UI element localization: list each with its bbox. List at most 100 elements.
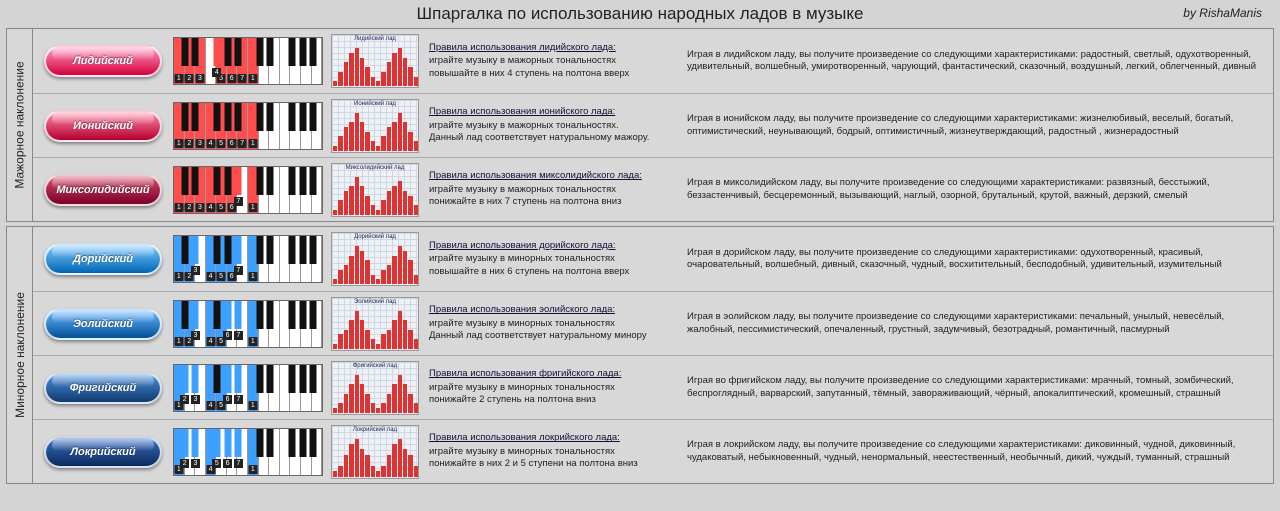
- degree-label: 1: [174, 337, 183, 346]
- mode-row: Фригийский14512367Фригийский ладПравила …: [33, 355, 1273, 419]
- description: Играя в лидийском ладу, вы получите прои…: [685, 49, 1269, 74]
- black-key: 3: [192, 365, 199, 393]
- description: Играя в дорийском ладу, вы получите прои…: [685, 247, 1269, 272]
- black-key: 7: [235, 301, 242, 329]
- chart-title: Дорийский лад: [332, 234, 418, 240]
- rule-title: Правила использования локрийского лада:: [429, 432, 679, 444]
- black-key: 7: [235, 429, 242, 457]
- rule-line: играйте музыку в мажорных тональностях: [429, 184, 679, 196]
- degree-label: 1: [174, 139, 183, 148]
- rules-block: Правила использования ионийского лада:иг…: [423, 106, 685, 144]
- chart-bar: [360, 58, 364, 87]
- mode-pill-wrap: Фригийский: [37, 372, 169, 404]
- black-key: [299, 103, 306, 131]
- chart-title: Лидийский лад: [332, 36, 418, 42]
- chart-bar: [338, 136, 342, 150]
- mode-row: Эолийский12451367Эолийский ладПравила ис…: [33, 291, 1273, 355]
- mode-pill[interactable]: Фригийский: [44, 372, 162, 404]
- black-key: [310, 429, 317, 457]
- chart-bar: [344, 330, 348, 349]
- description: Играя во фригийском ладу, вы получите пр…: [685, 375, 1269, 400]
- mode-pill[interactable]: Дорийский: [44, 243, 162, 275]
- rules-block: Правила использования миксолидийского ла…: [423, 170, 685, 208]
- black-key: [181, 236, 188, 264]
- chart-bar: [398, 181, 402, 214]
- chart-bar: [414, 77, 418, 87]
- mode-chart: Фригийский лад: [331, 361, 419, 415]
- chart-bar: [387, 191, 391, 215]
- degree-label: 7: [234, 395, 243, 404]
- chart-bar: [371, 403, 375, 413]
- degree-label: 2: [185, 74, 194, 83]
- chart-bar: [414, 275, 418, 285]
- rule-title: Правила использования ионийского лада:: [429, 106, 679, 118]
- black-key: 3: [192, 429, 199, 457]
- keyboard-wrap: 12356714: [169, 37, 327, 85]
- keyboard: 14123567: [173, 428, 323, 476]
- black-key: [256, 38, 263, 66]
- mode-pill[interactable]: Ионийский: [44, 110, 162, 142]
- degree-label: 7: [238, 139, 247, 148]
- chart-bar: [371, 466, 375, 477]
- black-key: [192, 38, 199, 66]
- degree-label: 5: [217, 139, 226, 148]
- chart-wrap: Дорийский лад: [327, 232, 423, 286]
- degree-label: 1: [248, 465, 257, 474]
- black-key: [288, 167, 295, 195]
- degree-label: 7: [234, 197, 243, 206]
- mode-pill[interactable]: Миксолидийский: [44, 174, 162, 206]
- black-key: [213, 365, 220, 393]
- chart-bar: [376, 210, 380, 215]
- black-key: [299, 236, 306, 264]
- group-label: Мажорное наклонение: [13, 61, 27, 188]
- group-box: Минорное наклонениеДорийский12456137Дори…: [6, 226, 1274, 484]
- keyboard: 12345617: [173, 166, 323, 214]
- black-key: 3: [192, 301, 199, 329]
- rule-title: Правила использования фригийского лада:: [429, 368, 679, 380]
- black-key: [181, 103, 188, 131]
- mode-pill[interactable]: Эолийский: [44, 308, 162, 340]
- degree-label: 6: [223, 459, 232, 468]
- chart-bar: [392, 384, 396, 413]
- chart-bar: [408, 455, 412, 477]
- group-label-wrap: Мажорное наклонение: [7, 29, 33, 221]
- degree-label: 7: [238, 74, 247, 83]
- degree-label: 4: [206, 139, 215, 148]
- chart-bar: [403, 191, 407, 215]
- black-key: [256, 103, 263, 131]
- chart-bar: [344, 191, 348, 215]
- chart-bar: [371, 77, 375, 87]
- black-key: [267, 301, 274, 329]
- black-key: [299, 167, 306, 195]
- mode-pill[interactable]: Локрийский: [44, 436, 162, 468]
- black-key: [288, 103, 295, 131]
- chart-bar: [349, 122, 353, 151]
- degree-label: 7: [234, 266, 243, 275]
- degree-label: 3: [191, 331, 200, 340]
- mode-pill-wrap: Локрийский: [37, 436, 169, 468]
- mode-pill[interactable]: Лидийский: [44, 45, 162, 77]
- black-key: [310, 167, 317, 195]
- black-key: [256, 365, 263, 393]
- black-key: [224, 236, 231, 264]
- mode-pill-wrap: Лидийский: [37, 45, 169, 77]
- description: Играя в локрийском ладу, вы получите про…: [685, 439, 1269, 464]
- rules-block: Правила использования лидийского лада:иг…: [423, 42, 685, 80]
- black-key: [299, 38, 306, 66]
- chart-bar: [408, 330, 412, 349]
- mode-row: Лидийский12356714 Лидийский лад Правила ис…: [33, 29, 1273, 93]
- chart-bar: [387, 330, 391, 349]
- degree-label: 1: [248, 203, 257, 212]
- black-key: 7: [235, 236, 242, 264]
- chart-bar: [355, 246, 359, 284]
- degree-label: 3: [191, 395, 200, 404]
- rule-title: Правила использования миксолидийского ла…: [429, 170, 679, 182]
- chart-bar: [387, 62, 391, 86]
- chart-bar: [360, 384, 364, 413]
- chart-bar: [333, 279, 337, 284]
- rows: Лидийский12356714 Лидийский лад Правила ис…: [33, 29, 1273, 221]
- degree-label: 1: [248, 337, 257, 346]
- chart-wrap: Эолийский лад: [327, 297, 423, 351]
- black-key: 6: [224, 429, 231, 457]
- black-key: [235, 103, 242, 131]
